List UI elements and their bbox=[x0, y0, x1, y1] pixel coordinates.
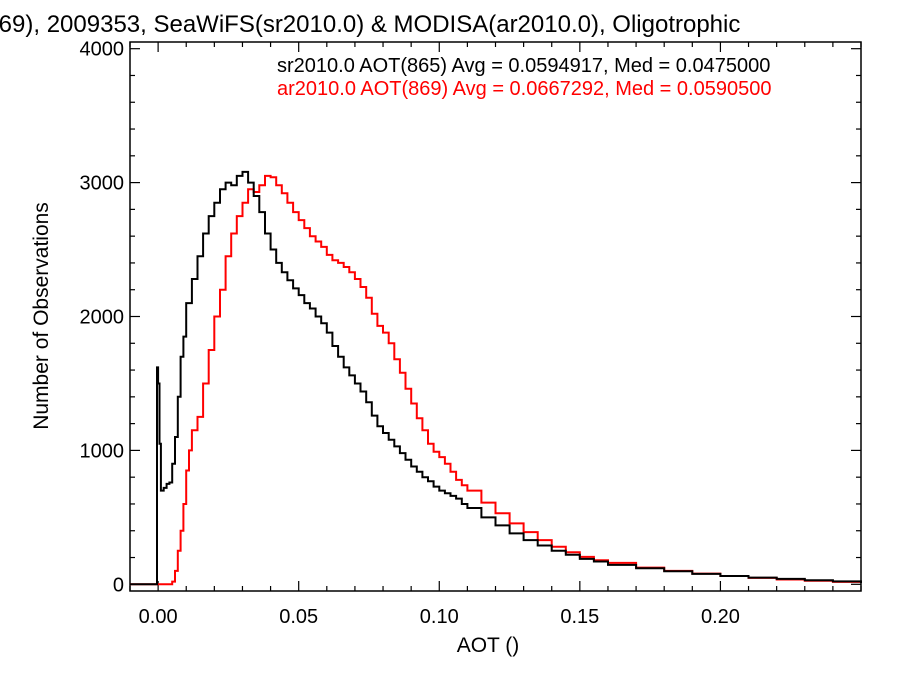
chart-title: AOT(869), 2009353, SeaWiFS(sr2010.0) & M… bbox=[0, 11, 740, 38]
y-tick-labels: 0 1000 2000 3000 4000 bbox=[80, 39, 125, 597]
x-tick-label: 0.00 bbox=[139, 606, 178, 628]
x-tick-label: 0.15 bbox=[560, 606, 599, 628]
x-tick-label: 0.20 bbox=[701, 606, 740, 628]
series-line-ar2010 bbox=[130, 174, 862, 586]
y-tick-label: 2000 bbox=[80, 307, 125, 329]
series-line-sr2010 bbox=[130, 170, 862, 586]
y-tick-label: 0 bbox=[113, 574, 124, 596]
y-tick-label: 1000 bbox=[80, 440, 125, 462]
legend-entry-sr2010: sr2010.0 AOT(865) Avg = 0.0594917, Med =… bbox=[277, 55, 770, 77]
y-tick-label: 3000 bbox=[80, 173, 125, 195]
x-tick-label: 0.10 bbox=[420, 606, 459, 628]
series-layer bbox=[130, 170, 862, 586]
y-tick-label: 4000 bbox=[80, 39, 125, 61]
y-axis-label: Number of Observations bbox=[30, 202, 53, 430]
legend-entry-ar2010: ar2010.0 AOT(869) Avg = 0.0667292, Med =… bbox=[277, 78, 771, 100]
x-axis-label: AOT () bbox=[457, 634, 520, 657]
axis-ticks bbox=[129, 42, 862, 591]
x-tick-label: 0.05 bbox=[279, 606, 318, 628]
x-tick-labels: 0.00 0.05 0.10 0.15 0.20 bbox=[139, 606, 740, 628]
